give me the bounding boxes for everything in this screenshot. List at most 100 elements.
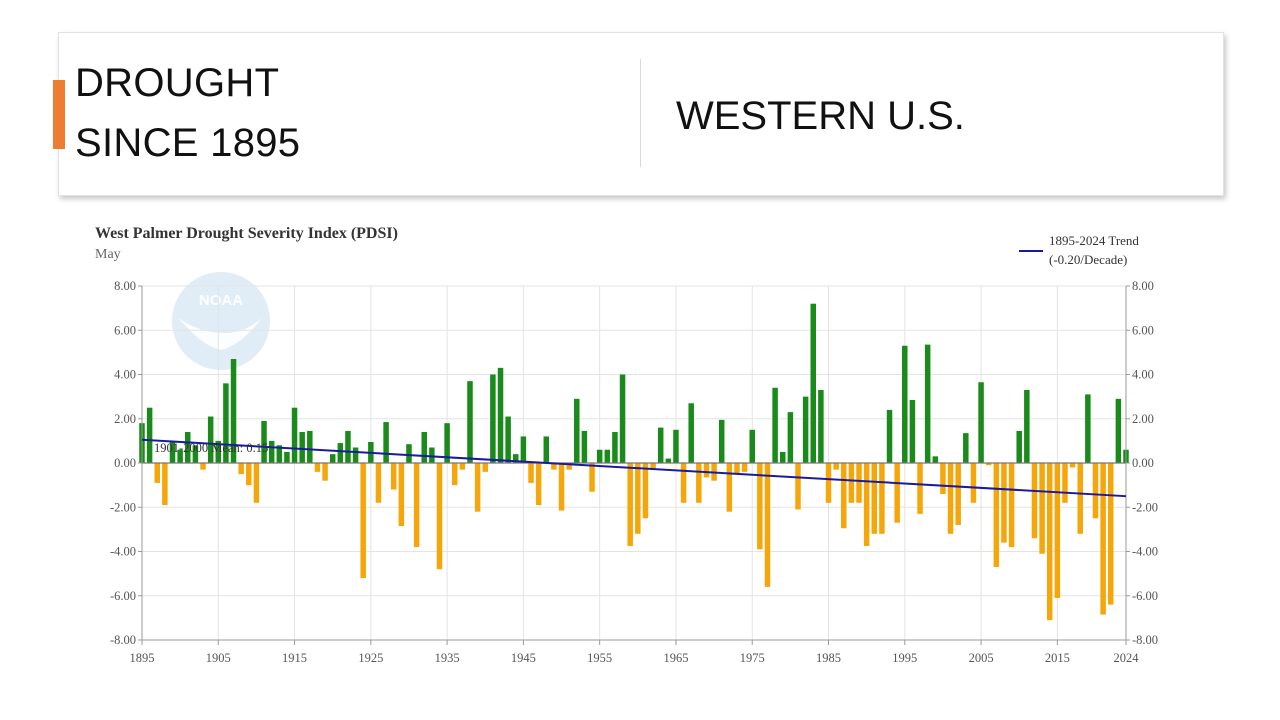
x-tick-label: 1965 [663, 651, 688, 665]
slide-title-line-2: SINCE 1895 [75, 121, 301, 165]
bar-1975 [749, 429, 755, 463]
bar-1942 [497, 367, 504, 463]
bar-1921 [337, 443, 344, 463]
y-tick-label-left: 0.00 [114, 456, 136, 470]
bar-1969 [703, 463, 710, 478]
y-tick-label-right: -2.00 [1132, 500, 1158, 514]
bar-1901 [185, 432, 191, 463]
y-tick-label-left: -4.00 [110, 545, 136, 559]
bar-1943 [505, 416, 511, 463]
bar-2000 [940, 463, 946, 494]
bar-1968 [696, 463, 702, 503]
bar-1952 [574, 398, 580, 463]
bar-1903 [200, 463, 206, 470]
bar-1949 [551, 463, 557, 470]
bar-2001 [947, 463, 954, 534]
bar-2002 [955, 463, 961, 525]
bar-1948 [543, 436, 550, 463]
noaa-logo-text: NOAA [199, 292, 243, 309]
bar-2020 [1092, 463, 1099, 519]
bar-1972 [726, 463, 733, 512]
bar-1998 [924, 344, 931, 463]
y-tick-label-left: -2.00 [110, 500, 136, 514]
bar-1908 [238, 463, 244, 475]
x-tick-label: 1925 [358, 651, 383, 665]
bar-2003 [963, 433, 969, 463]
bar-1974 [741, 463, 748, 472]
bar-1933 [429, 447, 435, 463]
bar-1947 [535, 463, 542, 506]
bar-1990 [863, 463, 870, 546]
bar-1976 [757, 463, 763, 550]
bar-1971 [718, 419, 725, 463]
bar-2019 [1085, 394, 1091, 463]
bars [139, 303, 1129, 621]
bar-2017 [1069, 463, 1076, 468]
mean-label: 1901-2000 Mean: 0.15 [154, 441, 268, 455]
bar-2004 [970, 463, 977, 503]
bar-1914 [284, 451, 290, 463]
bar-1928 [390, 463, 397, 490]
bar-1898 [162, 463, 168, 506]
y-tick-label-left: 6.00 [114, 323, 136, 337]
bar-1916 [299, 432, 305, 463]
bar-1905 [215, 440, 222, 464]
bar-1984 [818, 389, 824, 463]
x-tick-label: 2015 [1045, 651, 1070, 665]
x-tick-label: 1945 [511, 651, 536, 665]
bar-1931 [413, 463, 420, 548]
bar-1934 [436, 463, 443, 570]
bar-1962 [650, 463, 656, 470]
bar-1900 [177, 449, 183, 463]
y-tick-label-right: 6.00 [1132, 323, 1154, 337]
slide-title-line-1: DROUGHT [75, 61, 280, 105]
y-tick-label-left: 2.00 [114, 412, 136, 426]
bar-1912 [268, 440, 275, 464]
bar-1902 [192, 445, 199, 463]
bar-1922 [345, 430, 351, 463]
bar-2008 [1001, 463, 1007, 543]
accent-bar [53, 80, 65, 149]
bar-1935 [444, 423, 450, 463]
y-tick-label-left: -6.00 [110, 589, 136, 603]
bar-1915 [291, 407, 298, 463]
bar-2023 [1115, 398, 1122, 463]
bar-1937 [459, 463, 466, 470]
x-tick-label: 2005 [969, 651, 994, 665]
bar-1924 [360, 463, 366, 579]
bar-2022 [1108, 463, 1114, 605]
bar-1954 [589, 463, 595, 492]
bar-1951 [566, 463, 572, 470]
x-tick-label: 1915 [282, 651, 307, 665]
bar-1979 [780, 451, 786, 463]
y-tick-label-right: 8.00 [1132, 279, 1154, 293]
bar-2018 [1077, 463, 1083, 534]
bar-1989 [856, 463, 862, 503]
bar-1999 [932, 456, 939, 463]
bar-1896 [146, 407, 153, 463]
bar-1965 [673, 429, 679, 463]
bar-2010 [1016, 430, 1022, 463]
bar-1977 [764, 463, 771, 587]
bar-2009 [1008, 463, 1015, 548]
y-tick-label-left: -8.00 [110, 633, 136, 647]
bar-1964 [665, 458, 672, 463]
bar-1906 [223, 383, 229, 463]
bar-1983 [810, 303, 816, 463]
bar-1939 [474, 463, 481, 512]
bar-1932 [421, 432, 427, 463]
y-tick-label-right: -4.00 [1132, 545, 1158, 559]
bar-1910 [253, 463, 260, 503]
bar-1985 [825, 463, 832, 503]
bar-1913 [276, 445, 283, 463]
bar-2013 [1039, 463, 1045, 554]
x-tick-label: 1905 [206, 651, 231, 665]
bar-1917 [307, 430, 313, 463]
y-tick-label-left: 4.00 [114, 368, 136, 382]
bar-1940 [482, 463, 488, 472]
y-tick-label-right: 2.00 [1132, 412, 1154, 426]
bar-1923 [352, 447, 359, 463]
bar-1957 [612, 432, 618, 463]
bar-1963 [657, 427, 664, 463]
bar-1973 [734, 463, 740, 475]
